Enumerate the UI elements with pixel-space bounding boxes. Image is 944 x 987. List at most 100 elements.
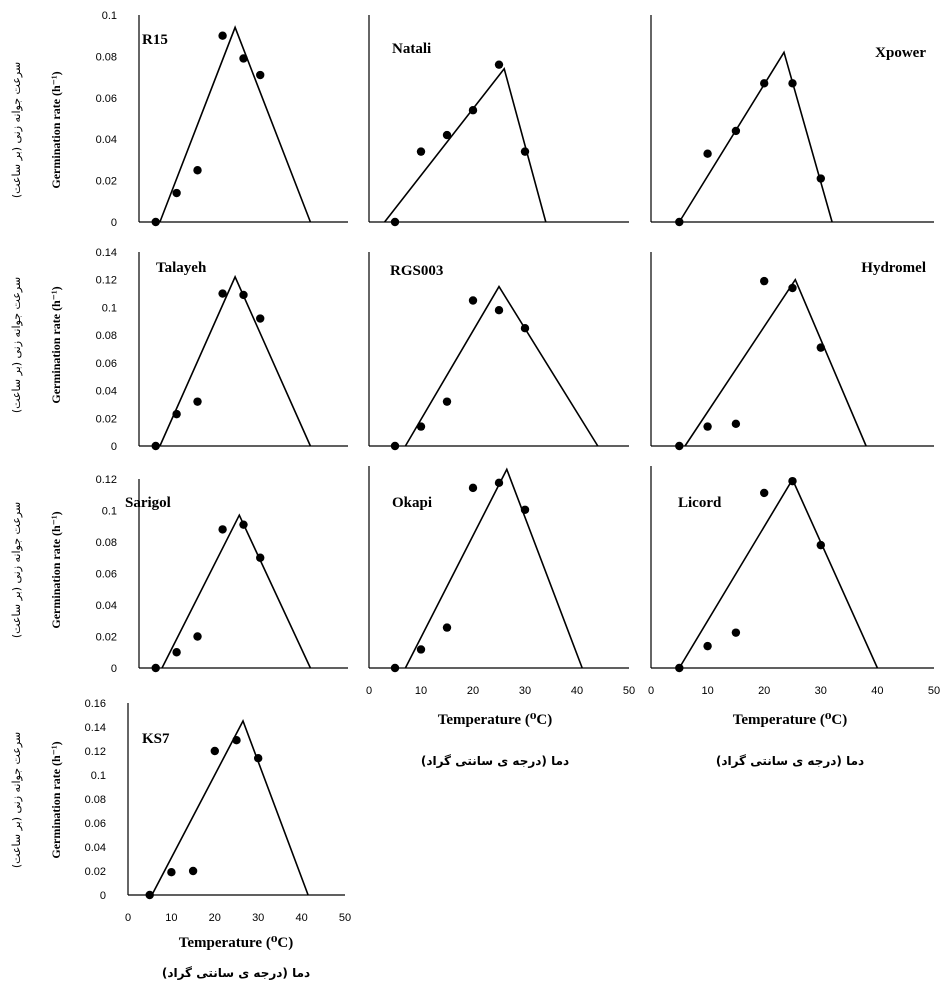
data-point <box>416 147 426 156</box>
y-axis-title-fa: سرعت جوانه زنی (بر ساعت) <box>10 62 23 198</box>
data-point <box>520 147 530 156</box>
data-point <box>193 632 202 641</box>
x-tick-label: 20 <box>209 912 221 924</box>
data-point <box>816 343 825 352</box>
x-tick-label: 40 <box>571 685 583 697</box>
y-tick-label: 0.12 <box>96 474 117 486</box>
x-tick-label: 10 <box>701 685 713 697</box>
data-point <box>232 736 241 745</box>
data-point <box>703 641 712 651</box>
panel-label: KS7 <box>142 731 170 747</box>
y-tick-label: 0 <box>100 890 106 902</box>
x-axis-title-fa: دما (درجه ی سانتی گراد) <box>162 966 310 980</box>
data-point <box>218 525 227 534</box>
data-point <box>675 217 684 227</box>
panel-label: Sarigol <box>125 495 171 511</box>
data-point <box>788 283 797 293</box>
data-point <box>675 663 684 673</box>
data-point <box>494 306 504 315</box>
y-tick-label: 0.1 <box>102 302 117 314</box>
data-point <box>151 441 160 451</box>
data-point <box>760 276 769 286</box>
y-tick-label: 0.02 <box>96 176 117 188</box>
data-point <box>520 505 530 514</box>
model-line <box>404 467 583 669</box>
y-axis-title-fa: سرعت جوانه زنی (بر ساعت) <box>10 502 23 638</box>
y-tick-label: 0.1 <box>91 770 106 782</box>
y-tick-label: 0.04 <box>96 134 117 146</box>
data-point <box>731 419 741 429</box>
data-point <box>167 868 176 877</box>
y-tick-label: 0.04 <box>96 600 117 612</box>
y-tick-label: 0.04 <box>96 386 117 398</box>
y-axis-title: Germination rate (h⁻¹) <box>49 286 63 403</box>
data-point <box>816 174 825 183</box>
data-point <box>256 70 265 80</box>
data-point <box>416 422 426 431</box>
x-tick-label: 40 <box>871 685 883 697</box>
data-point <box>151 663 160 673</box>
y-tick-label: 0.08 <box>85 794 106 806</box>
data-point <box>151 217 160 227</box>
data-point <box>193 166 202 175</box>
x-axis-title: Temperature (⁰C) <box>733 712 847 728</box>
y-tick-label: 0.02 <box>96 413 117 425</box>
model-line <box>684 278 867 447</box>
x-axis-title: Temperature (⁰C) <box>179 935 293 951</box>
panel-label: Natali <box>392 41 431 57</box>
data-point <box>442 623 452 632</box>
model-line <box>161 513 312 669</box>
data-point <box>788 476 797 486</box>
data-point <box>731 628 741 637</box>
y-tick-label: 0.08 <box>96 51 117 63</box>
y-tick-label: 0.02 <box>85 866 106 878</box>
panel-label: Talayeh <box>156 260 207 276</box>
data-point <box>239 54 248 63</box>
data-point <box>731 126 741 136</box>
y-tick-label: 0.06 <box>96 569 117 581</box>
data-point <box>494 60 504 69</box>
y-tick-label: 0.06 <box>96 93 117 105</box>
panel-label: Hydromel <box>861 260 926 276</box>
x-tick-label: 0 <box>125 912 131 924</box>
data-point <box>468 106 478 115</box>
panel-label: R15 <box>142 32 168 48</box>
data-point <box>468 483 478 493</box>
y-tick-label: 0.02 <box>96 632 117 644</box>
y-tick-label: 0 <box>111 441 117 453</box>
data-point <box>494 478 504 488</box>
y-tick-label: 0.06 <box>85 818 106 830</box>
data-point <box>816 540 825 550</box>
y-tick-label: 0.12 <box>85 746 106 758</box>
x-tick-label: 50 <box>339 912 351 924</box>
data-point <box>703 422 712 431</box>
data-point <box>218 289 227 298</box>
data-point <box>390 441 400 451</box>
data-point <box>218 31 227 40</box>
data-point <box>760 488 769 498</box>
data-point <box>145 890 154 900</box>
x-tick-label: 30 <box>252 912 264 924</box>
x-tick-label: 40 <box>295 912 307 924</box>
model-line <box>383 67 547 223</box>
model-line <box>159 25 312 223</box>
data-point <box>193 397 202 406</box>
data-point <box>254 754 263 763</box>
y-tick-label: 0.06 <box>96 358 117 370</box>
data-point <box>172 188 181 198</box>
y-tick-label: 0.1 <box>102 10 117 22</box>
y-tick-label: 0.04 <box>85 842 106 854</box>
data-point <box>256 553 265 562</box>
y-tick-label: 0.1 <box>102 506 117 518</box>
panel-label: Okapi <box>392 495 432 511</box>
x-axis-title-fa: دما (درجه ی سانتی گراد) <box>421 754 569 768</box>
y-axis-title-fa: سرعت جوانه زنی (بر ساعت) <box>10 732 23 868</box>
y-tick-label: 0.08 <box>96 330 117 342</box>
data-point <box>468 296 478 305</box>
y-tick-label: 0.14 <box>96 247 117 259</box>
y-axis-title: Germination rate (h⁻¹) <box>49 71 63 188</box>
x-tick-label: 10 <box>415 685 427 697</box>
x-tick-label: 50 <box>928 685 940 697</box>
x-tick-label: 50 <box>623 685 635 697</box>
